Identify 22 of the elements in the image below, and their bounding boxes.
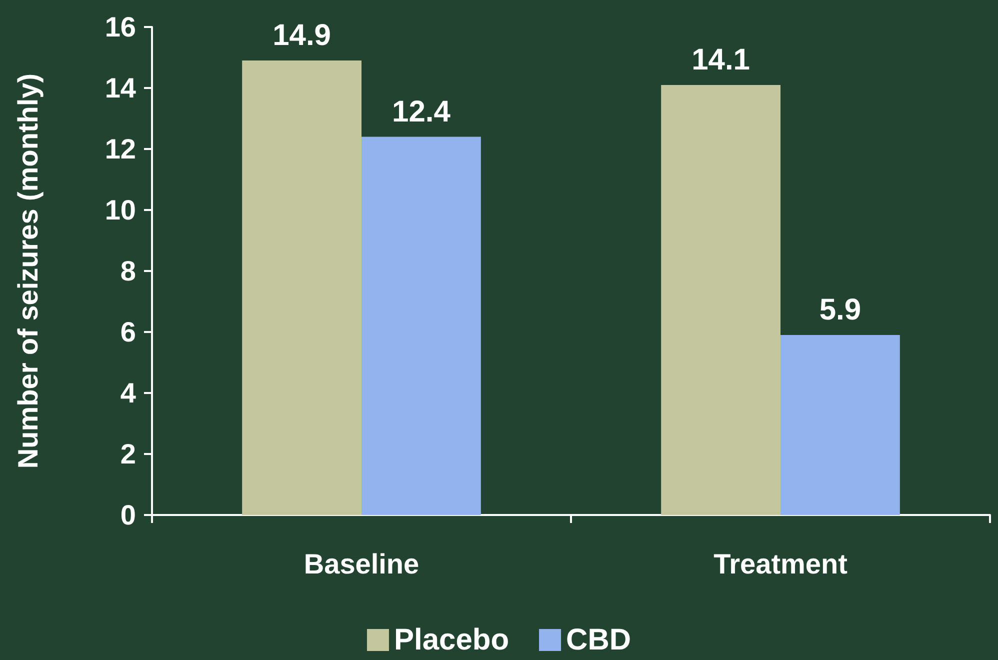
- y-tick-label: 10: [104, 194, 136, 226]
- y-tick-label: 14: [104, 72, 136, 104]
- y-tick-label: 12: [104, 134, 136, 164]
- legend-label: Placebo: [394, 624, 510, 656]
- y-axis-title: Number of seizures (monthly): [12, 73, 44, 469]
- bar: [780, 335, 900, 515]
- x-tick-label: Treatment: [714, 548, 848, 580]
- data-label: 12.4: [392, 95, 451, 128]
- y-tick-label: 4: [120, 378, 136, 408]
- bar: [242, 60, 362, 515]
- y-tick-label: 0: [120, 500, 136, 530]
- bar: [661, 84, 780, 515]
- y-tick-label: 8: [120, 256, 136, 286]
- y-tick-label: 2: [120, 438, 136, 470]
- data-label: 5.9: [819, 294, 862, 327]
- data-label: 14.9: [272, 19, 331, 52]
- data-label: 14.1: [692, 43, 750, 76]
- y-tick-label: 16: [104, 12, 136, 42]
- y-tick-label: 6: [120, 316, 136, 348]
- x-tick-label: Baseline: [304, 548, 420, 580]
- bar: [362, 136, 481, 515]
- legend-label: CBD: [566, 624, 632, 656]
